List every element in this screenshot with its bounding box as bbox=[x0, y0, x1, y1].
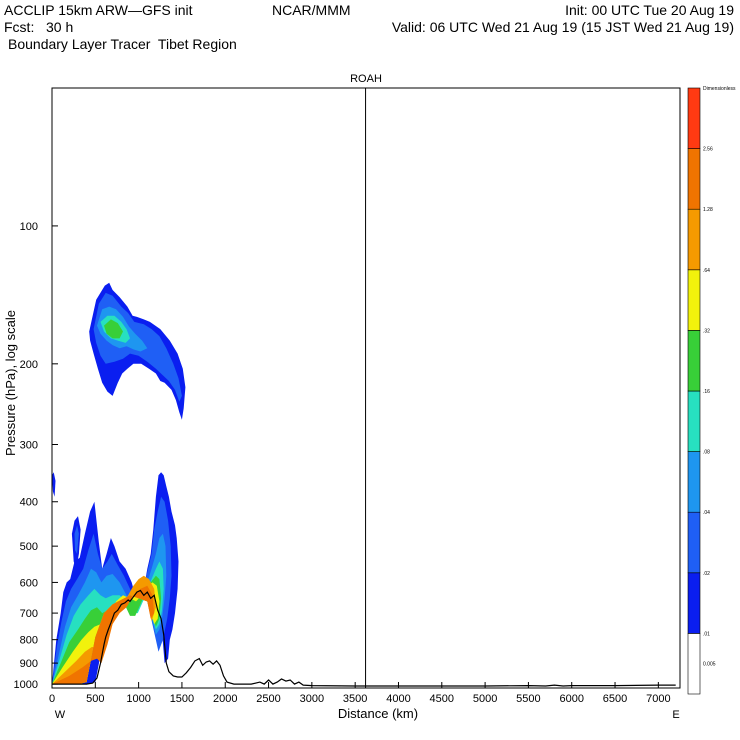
chart-title: ROAH bbox=[350, 73, 382, 85]
y-tick-label-1000: 1000 bbox=[14, 679, 38, 691]
x-tick-label-1000: 1000 bbox=[126, 693, 150, 705]
x-tick-label-3000: 3000 bbox=[300, 693, 324, 705]
x-tick-label-4500: 4500 bbox=[430, 693, 454, 705]
y-tick-label-700: 700 bbox=[20, 608, 38, 620]
x-tick-label-3500: 3500 bbox=[343, 693, 367, 705]
y-axis-title: Pressure (hPa), log scale bbox=[3, 310, 18, 456]
y-tick-label-800: 800 bbox=[20, 635, 38, 647]
colorbar-label-0: 0.005 bbox=[703, 662, 716, 668]
x-tick-label-2000: 2000 bbox=[213, 693, 237, 705]
x-tick-label-6500: 6500 bbox=[603, 693, 627, 705]
colorbar-box-9 bbox=[687, 87, 701, 149]
tracer-contours bbox=[52, 282, 186, 685]
tracer-contour-15 bbox=[52, 472, 56, 497]
colorbar-label-7: .64 bbox=[703, 268, 710, 274]
x-tick-label-4000: 4000 bbox=[386, 693, 410, 705]
colorbar-label-3: .04 bbox=[703, 510, 710, 516]
colorbar-label-9: 2.56 bbox=[703, 147, 713, 153]
colorbar-label-2: .02 bbox=[703, 571, 710, 577]
colorbar-label-5: .16 bbox=[703, 389, 710, 395]
colorbar-label-8: 1.28 bbox=[703, 207, 713, 213]
tracer-contour-14 bbox=[74, 525, 79, 554]
x-tick-label-500: 500 bbox=[86, 693, 104, 705]
plot-axes: ROAH 0 500 1000 1500 2000 2500 3000 3500 4000 4500… bbox=[3, 73, 681, 721]
header-line1-right: Init: 00 UTC Tue 20 Aug 19 bbox=[565, 2, 734, 18]
y-tick-label-400: 400 bbox=[20, 497, 38, 509]
terrain-line bbox=[52, 589, 676, 687]
x-left-label: W bbox=[55, 709, 66, 721]
x-tick-label-6000: 6000 bbox=[559, 693, 583, 705]
colorbar-box-0 bbox=[687, 633, 701, 695]
tracer-contour-12 bbox=[52, 585, 155, 685]
y-tick-label-300: 300 bbox=[20, 440, 38, 452]
x-tick-label-2500: 2500 bbox=[256, 693, 280, 705]
x-tick-label-0: 0 bbox=[49, 693, 55, 705]
terrain-profile bbox=[52, 589, 676, 687]
x-tick-label-7000: 7000 bbox=[646, 693, 670, 705]
header-line1-left: ACCLIP 15km ARW—GFS init bbox=[4, 2, 193, 18]
header-line2-right: Valid: 06 UTC Wed 21 Aug 19 (15 JST Wed … bbox=[391, 19, 734, 35]
y-tick-label-100: 100 bbox=[20, 221, 38, 233]
colorbar-box-7 bbox=[687, 208, 701, 271]
colorbar-label-6: .32 bbox=[703, 328, 710, 334]
y-tick-label-200: 200 bbox=[20, 359, 38, 371]
header-line1-center: NCAR/MMM bbox=[272, 2, 351, 18]
y-tick-label-900: 900 bbox=[20, 658, 38, 670]
colorbar-box-1 bbox=[687, 572, 701, 634]
colorbar-box-5 bbox=[687, 330, 701, 392]
colorbar-label-1: .01 bbox=[703, 631, 710, 637]
colorbar-label-10: Dimensionless bbox=[703, 86, 736, 92]
y-tick-label-600: 600 bbox=[20, 577, 38, 589]
colorbar-box-3 bbox=[687, 451, 701, 513]
colorbar-label-4: .08 bbox=[703, 450, 710, 456]
x-right-label: E bbox=[672, 709, 679, 721]
tracer-contour-4 bbox=[104, 319, 123, 339]
header-line3-left: Boundary Layer Tracer Tibet Region bbox=[8, 36, 237, 52]
x-tick-label-1500: 1500 bbox=[170, 693, 194, 705]
y-tick-label-500: 500 bbox=[20, 541, 38, 553]
header-line2-left: Fcst: 30 h bbox=[4, 19, 74, 35]
x-tick-label-5000: 5000 bbox=[473, 693, 497, 705]
colorbar-box-4 bbox=[687, 390, 701, 452]
x-axis-title: Distance (km) bbox=[338, 706, 418, 721]
x-tick-label-5500: 5500 bbox=[516, 693, 540, 705]
colorbar-box-2 bbox=[687, 511, 701, 574]
colorbar-box-6 bbox=[687, 269, 701, 331]
colorbar-box-8 bbox=[687, 148, 701, 210]
colorbar: 0.005 .01 .02 .04 .08 .16 .32 .64 1.28 2.56 Dimens… bbox=[687, 86, 736, 695]
